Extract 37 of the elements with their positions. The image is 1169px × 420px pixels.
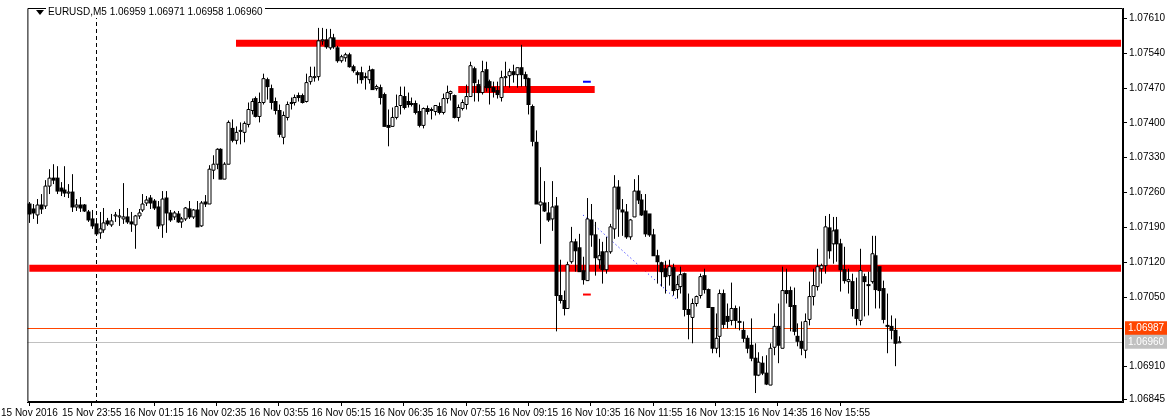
ref-line-label: 1.06960 — [1128, 335, 1165, 347]
y-tick-label: 1.06845 — [1129, 392, 1166, 404]
x-tick-label: 15 Nov 2016 — [1, 406, 59, 418]
x-tick-label: 16 Nov 13:15 — [685, 406, 746, 418]
candlestick — [573, 238, 578, 273]
x-tick-label: 16 Nov 14:35 — [748, 406, 809, 418]
y-tick-label: 1.07610 — [1129, 12, 1166, 24]
candlestick — [643, 193, 648, 238]
candlestick — [788, 286, 793, 332]
y-tick-label: 1.07540 — [1129, 47, 1166, 59]
y-tick-label: 1.07470 — [1129, 81, 1166, 93]
y-tick-label: 1.07330 — [1129, 151, 1166, 163]
x-tick-label: 16 Nov 10:35 — [561, 406, 621, 418]
x-tick-label: 16 Nov 01:15 — [124, 406, 185, 418]
x-tick-label: 16 Nov 06:35 — [373, 406, 434, 418]
candlestick — [616, 179, 621, 238]
candlestick — [472, 66, 477, 103]
x-tick-label: 16 Nov 03:55 — [249, 406, 310, 418]
candlestick — [733, 304, 738, 329]
y-tick-label: 1.07400 — [1129, 116, 1166, 128]
candlestick — [593, 221, 598, 277]
y-tick-label: 1.07190 — [1129, 221, 1166, 233]
chart-title: EURUSD,M5 1.06959 1.06971 1.06958 1.06960 — [46, 6, 265, 18]
x-tick-label: 16 Nov 09:15 — [498, 406, 559, 418]
y-tick-label: 1.07260 — [1129, 186, 1166, 198]
x-tick-label: 16 Nov 11:55 — [623, 406, 683, 418]
y-tick-label: 1.07120 — [1129, 255, 1166, 267]
x-tick-label: 15 Nov 23:55 — [61, 406, 122, 418]
candlestick — [671, 263, 676, 297]
y-tick-label: 1.06910 — [1129, 360, 1166, 372]
x-tick-label: 16 Nov 07:55 — [436, 406, 497, 418]
candlestick — [862, 273, 867, 317]
x-tick-label: 16 Nov 15:55 — [810, 406, 871, 418]
x-tick-label: 16 Nov 05:15 — [311, 406, 372, 418]
ref-line-label: 1.06987 — [1128, 322, 1165, 334]
x-tick-label: 16 Nov 02:35 — [186, 406, 247, 418]
y-tick-label: 1.07050 — [1129, 290, 1166, 302]
